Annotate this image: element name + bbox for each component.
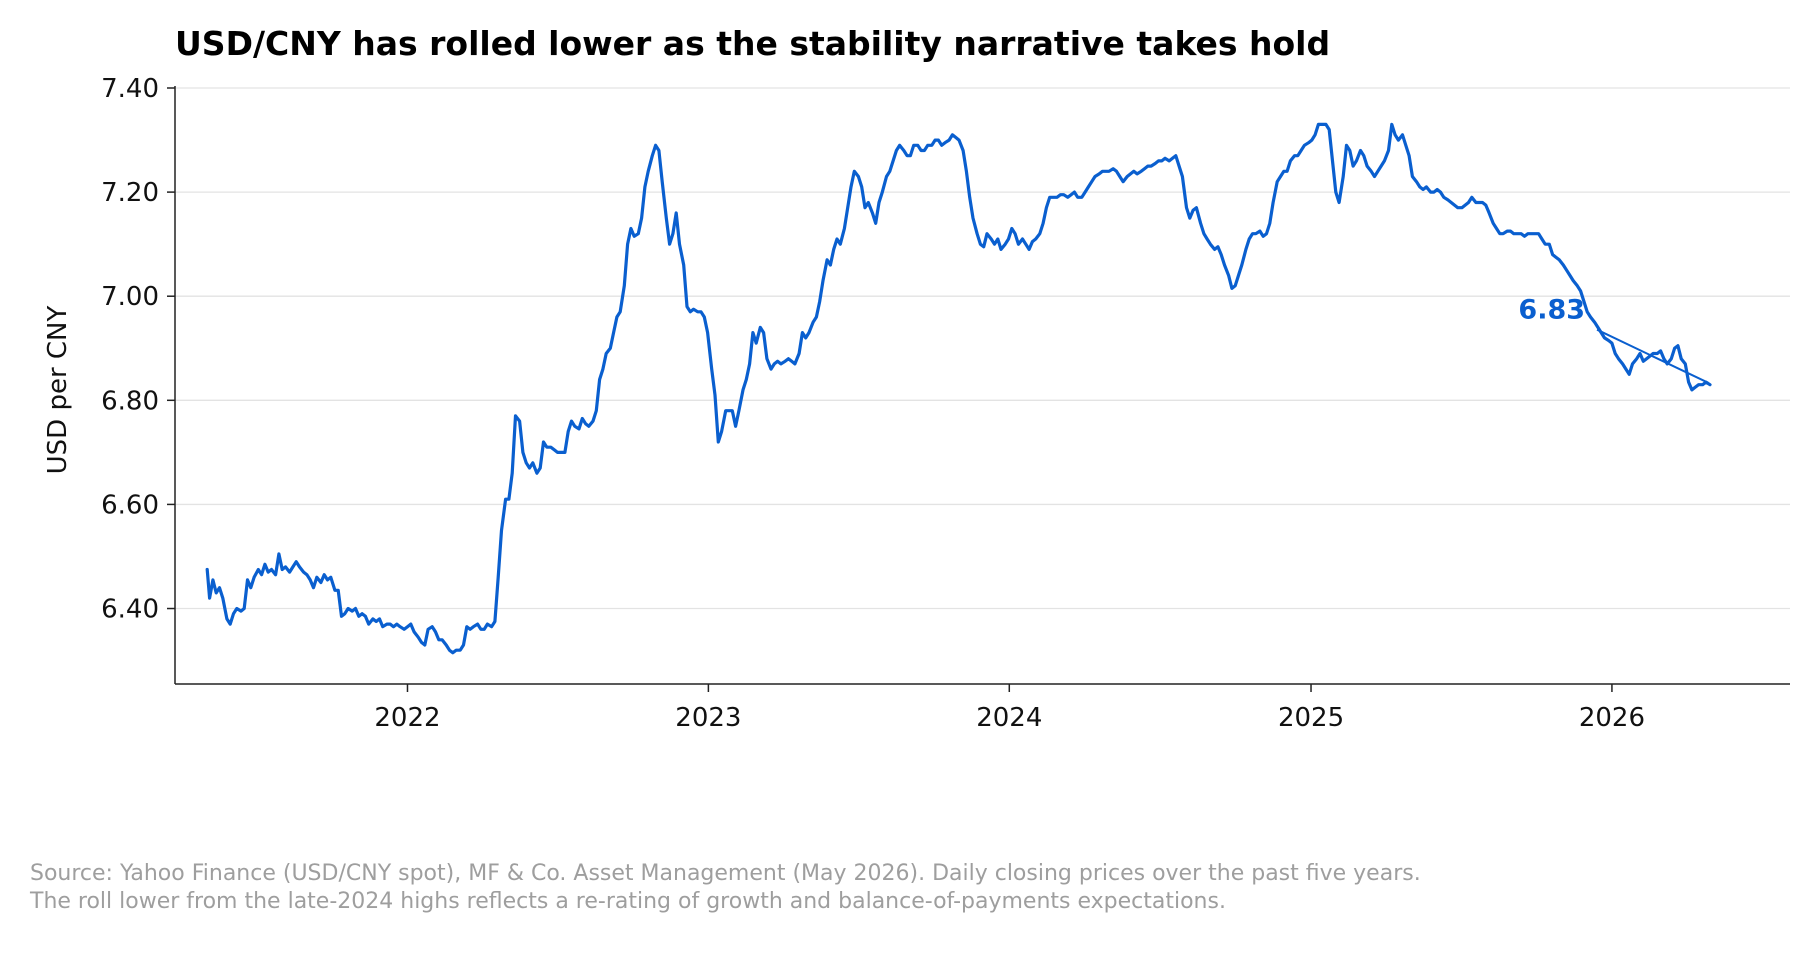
y-tick-label: 6.60 — [101, 490, 159, 520]
y-tick-label: 7.20 — [101, 178, 159, 208]
source-note: Source: Yahoo Finance (USD/CNY spot), MF… — [30, 861, 1421, 914]
x-tick-label: 2024 — [976, 703, 1042, 733]
x-tick-label: 2026 — [1579, 703, 1645, 733]
series-layer — [205, 122, 1712, 655]
y-tick-label: 7.00 — [101, 282, 159, 312]
y-tick-label: 6.40 — [101, 595, 159, 625]
y-tick-label: 6.80 — [101, 386, 159, 416]
annotation-layer: 6.83 — [1518, 295, 1709, 384]
y-axis-label: USD per CNY — [43, 306, 73, 475]
y-tick-label: 7.40 — [101, 74, 159, 104]
gridlines — [175, 87, 1790, 610]
axes: 6.40 6.60 6.80 7.00 7.20 7.40 2022 2023 2024 2025… — [101, 74, 1790, 733]
annotation-leader — [1596, 328, 1709, 384]
series-line — [205, 122, 1712, 655]
chart-title: USD/CNY has rolled lower as the stabilit… — [175, 24, 1330, 63]
annotation-label: 6.83 — [1518, 295, 1585, 326]
x-tick-label: 2023 — [675, 703, 741, 733]
x-tick-label: 2025 — [1278, 703, 1344, 733]
x-tick-label: 2022 — [374, 703, 440, 733]
